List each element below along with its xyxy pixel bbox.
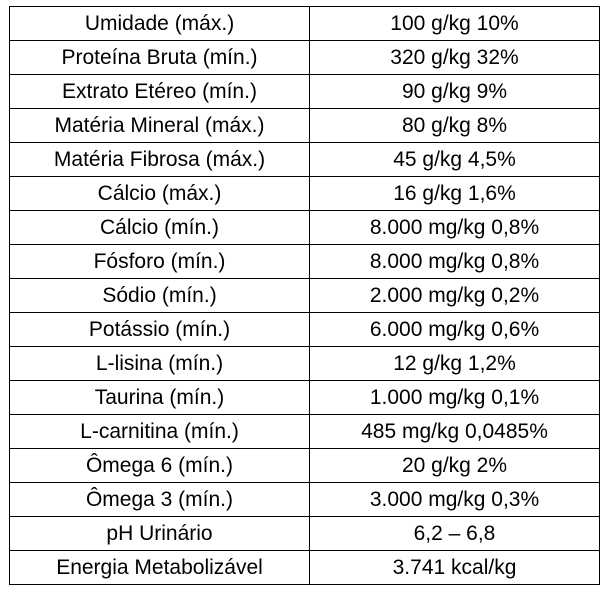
nutrient-value: 80 g/kg 8% xyxy=(309,108,600,143)
nutrient-name: Proteína Bruta (mín.) xyxy=(9,40,310,75)
table-row: L-lisina (mín.) 12 g/kg 1,2% xyxy=(9,346,600,381)
nutrient-name: Potássio (mín.) xyxy=(9,312,310,347)
table-row: Proteína Bruta (mín.) 320 g/kg 32% xyxy=(9,40,600,75)
nutrient-name: pH Urinário xyxy=(9,516,310,551)
nutrient-value: 45 g/kg 4,5% xyxy=(309,142,600,177)
nutrient-name: Matéria Mineral (máx.) xyxy=(9,108,310,143)
table-row: Fósforo (mín.) 8.000 mg/kg 0,8% xyxy=(9,244,600,279)
nutrient-value: 320 g/kg 32% xyxy=(309,40,600,75)
nutrient-name: Umidade (máx.) xyxy=(9,6,310,41)
table-row: Ômega 6 (mín.) 20 g/kg 2% xyxy=(9,448,600,483)
table-row: Extrato Etéreo (mín.) 90 g/kg 9% xyxy=(9,74,600,109)
table-row: L-carnitina (mín.) 485 mg/kg 0,0485% xyxy=(9,414,600,449)
nutrient-value: 3.000 mg/kg 0,3% xyxy=(309,482,600,517)
nutrient-name: Cálcio (mín.) xyxy=(9,210,310,245)
nutrient-name: Fósforo (mín.) xyxy=(9,244,310,279)
table-row: Ômega 3 (mín.) 3.000 mg/kg 0,3% xyxy=(9,482,600,517)
nutrient-name: Energia Metabolizável xyxy=(9,550,310,585)
nutrient-name: Matéria Fibrosa (máx.) xyxy=(9,142,310,177)
nutrient-name: Taurina (mín.) xyxy=(9,380,310,415)
nutrient-name: Ômega 3 (mín.) xyxy=(9,482,310,517)
nutrient-name: L-lisina (mín.) xyxy=(9,346,310,381)
nutrient-value: 6,2 – 6,8 xyxy=(309,516,600,551)
nutrient-value: 8.000 mg/kg 0,8% xyxy=(309,210,600,245)
nutrient-value: 20 g/kg 2% xyxy=(309,448,600,483)
nutrient-value: 1.000 mg/kg 0,1% xyxy=(309,380,600,415)
nutrient-value: 100 g/kg 10% xyxy=(309,6,600,41)
nutrient-value: 6.000 mg/kg 0,6% xyxy=(309,312,600,347)
table-row: pH Urinário 6,2 – 6,8 xyxy=(9,516,600,551)
nutrition-table: Umidade (máx.) 100 g/kg 10% Proteína Bru… xyxy=(9,6,600,585)
nutrient-name: Extrato Etéreo (mín.) xyxy=(9,74,310,109)
nutrient-name: Cálcio (máx.) xyxy=(9,176,310,211)
nutrient-value: 3.741 kcal/kg xyxy=(309,550,600,585)
table-row: Taurina (mín.) 1.000 mg/kg 0,1% xyxy=(9,380,600,415)
nutrient-value: 12 g/kg 1,2% xyxy=(309,346,600,381)
table-row: Matéria Fibrosa (máx.) 45 g/kg 4,5% xyxy=(9,142,600,177)
table-row: Umidade (máx.) 100 g/kg 10% xyxy=(9,6,600,41)
table-row: Matéria Mineral (máx.) 80 g/kg 8% xyxy=(9,108,600,143)
nutrient-name: Sódio (mín.) xyxy=(9,278,310,313)
table-row: Cálcio (máx.) 16 g/kg 1,6% xyxy=(9,176,600,211)
nutrient-name: Ômega 6 (mín.) xyxy=(9,448,310,483)
nutrient-value: 90 g/kg 9% xyxy=(309,74,600,109)
nutrient-value: 16 g/kg 1,6% xyxy=(309,176,600,211)
nutrient-name: L-carnitina (mín.) xyxy=(9,414,310,449)
nutrition-table-body: Umidade (máx.) 100 g/kg 10% Proteína Bru… xyxy=(9,6,600,585)
table-row: Energia Metabolizável 3.741 kcal/kg xyxy=(9,550,600,585)
table-row: Sódio (mín.) 2.000 mg/kg 0,2% xyxy=(9,278,600,313)
nutrient-value: 8.000 mg/kg 0,8% xyxy=(309,244,600,279)
table-row: Cálcio (mín.) 8.000 mg/kg 0,8% xyxy=(9,210,600,245)
table-row: Potássio (mín.) 6.000 mg/kg 0,6% xyxy=(9,312,600,347)
nutrient-value: 2.000 mg/kg 0,2% xyxy=(309,278,600,313)
nutrient-value: 485 mg/kg 0,0485% xyxy=(309,414,600,449)
